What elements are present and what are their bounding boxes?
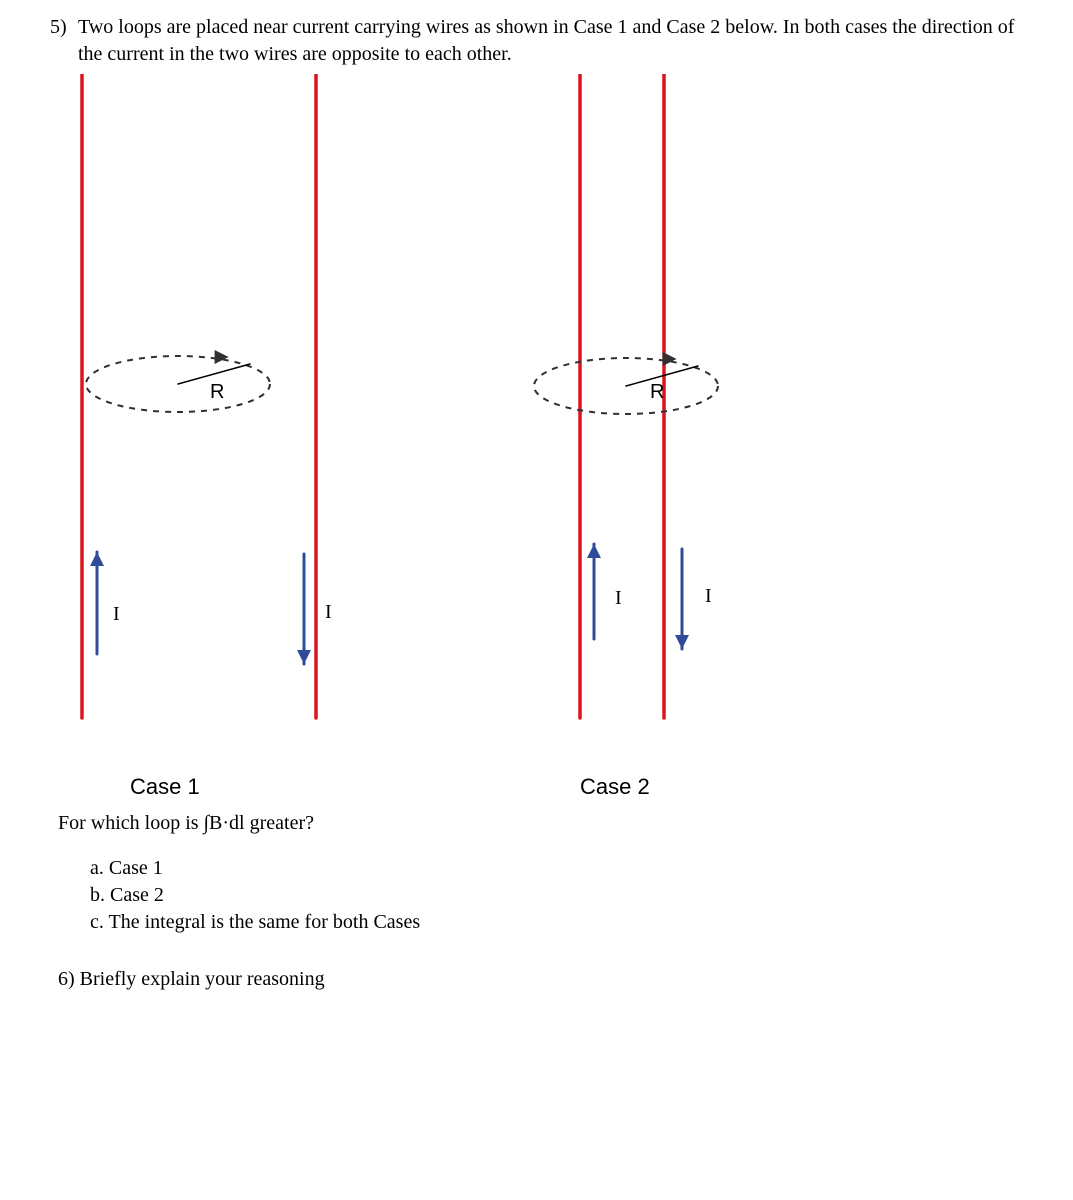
diagrams-area: RIIRII Case 1 Case 2 [50,74,1023,764]
integral-question: For which loop is ∫B·dl greater? [58,812,1023,835]
case1-title: Case 1 [130,774,200,800]
option-b: b. Case 2 [90,882,1023,909]
answer-options: a. Case 1 b. Case 2 c. The integral is t… [90,855,1023,936]
case2-title: Case 2 [580,774,650,800]
diagrams-svg: R I I R I I [50,74,1023,764]
page: 5) Two loops are placed near current car… [0,0,1073,1200]
svg-text:I: I [705,585,712,607]
svg-text:R: R [210,381,224,403]
svg-text:R: R [650,381,664,403]
option-a: a. Case 1 [90,855,1023,882]
option-c: c. The integral is the same for both Cas… [90,909,1023,936]
svg-text:I: I [615,587,622,609]
question-6: 6) Briefly explain your reasoning [58,968,1023,991]
q5-number: 5) [50,14,78,68]
svg-text:I: I [113,603,120,625]
svg-text:I: I [325,601,332,623]
q5-text: Two loops are placed near current carryi… [78,14,1023,68]
question-5: 5) Two loops are placed near current car… [50,14,1023,68]
